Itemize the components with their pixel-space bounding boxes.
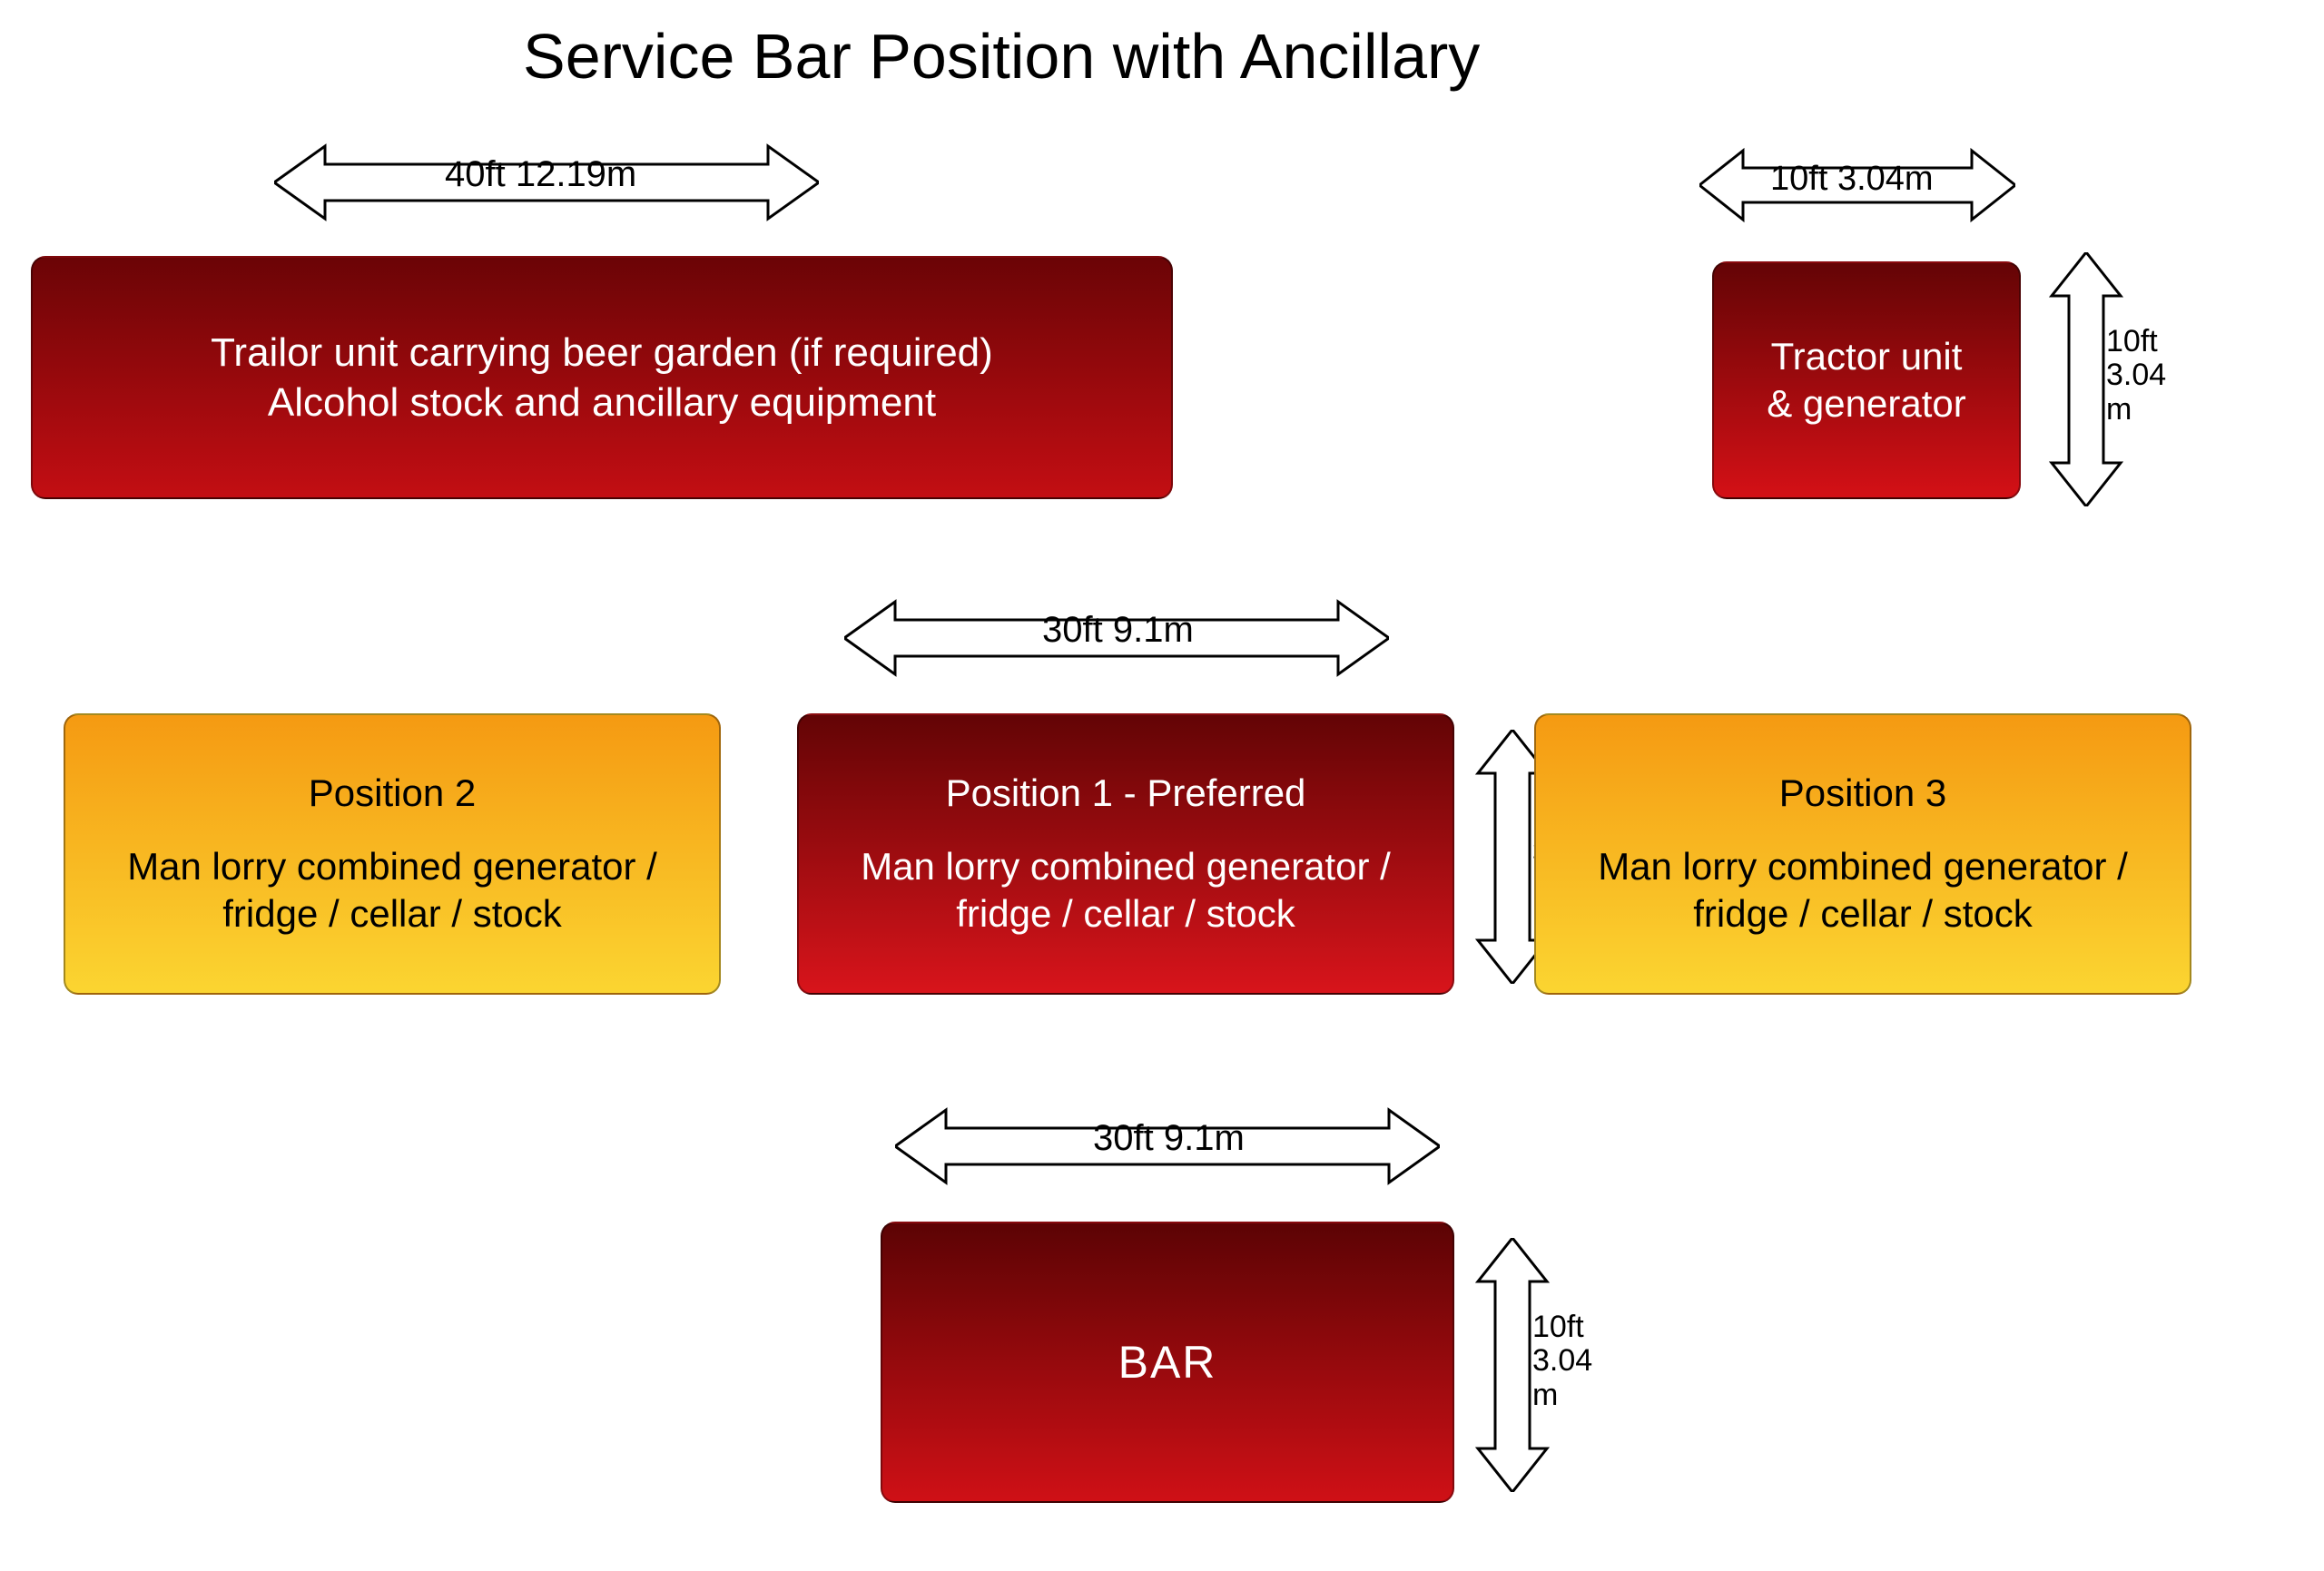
box-bar-title: BAR [1118, 1334, 1217, 1391]
box-position-3: Position 3 Man lorry combined generator … [1534, 713, 2191, 995]
box-trailer: Trailor unit carrying beer garden (if re… [31, 256, 1173, 499]
vlabel-line: 10ft [1532, 1311, 1592, 1344]
box-trailer-line2: Alcohol stock and ancillary equipment [268, 378, 936, 427]
box-trailer-line1: Trailor unit carrying beer garden (if re… [211, 328, 993, 378]
dimension-label-10ft-top: 10ft 3.04m [1770, 160, 1934, 199]
dimension-label-40ft: 40ft 12.19m [445, 154, 636, 195]
box-pos1-body: Man lorry combined generator / fridge / … [824, 843, 1427, 938]
box-pos1-title: Position 1 - Preferred [946, 770, 1306, 818]
box-position-1: Position 1 - Preferred Man lorry combine… [797, 713, 1454, 995]
box-pos2-body: Man lorry combined generator / fridge / … [91, 843, 694, 938]
vlabel-line: m [1532, 1379, 1592, 1412]
box-pos2-title: Position 2 [309, 770, 476, 818]
box-tractor-line1: Tractor unit [1771, 333, 1963, 381]
diagram-stage: Service Bar Position with Ancillary 40ft… [0, 0, 2324, 1571]
dimension-label-30ft-low: 30ft 9.1m [1093, 1118, 1245, 1159]
vlabel-line: m [2106, 393, 2166, 427]
dimension-vlabel-bar: 10ft 3.04 m [1532, 1311, 1592, 1412]
dimension-vlabel-tractor: 10ft 3.04 m [2106, 325, 2166, 427]
box-tractor-line2: & generator [1767, 380, 1965, 428]
box-pos3-body: Man lorry combined generator / fridge / … [1561, 843, 2164, 938]
box-bar: BAR [881, 1222, 1454, 1503]
vlabel-line: 3.04 [2106, 358, 2166, 392]
box-tractor: Tractor unit & generator [1712, 261, 2021, 499]
box-position-2: Position 2 Man lorry combined generator … [64, 713, 721, 995]
box-pos3-title: Position 3 [1779, 770, 1946, 818]
vlabel-line: 3.04 [1532, 1344, 1592, 1378]
vlabel-line: 10ft [2106, 325, 2166, 358]
dimension-label-30ft-mid: 30ft 9.1m [1042, 610, 1194, 651]
diagram-title: Service Bar Position with Ancillary [523, 20, 1480, 93]
